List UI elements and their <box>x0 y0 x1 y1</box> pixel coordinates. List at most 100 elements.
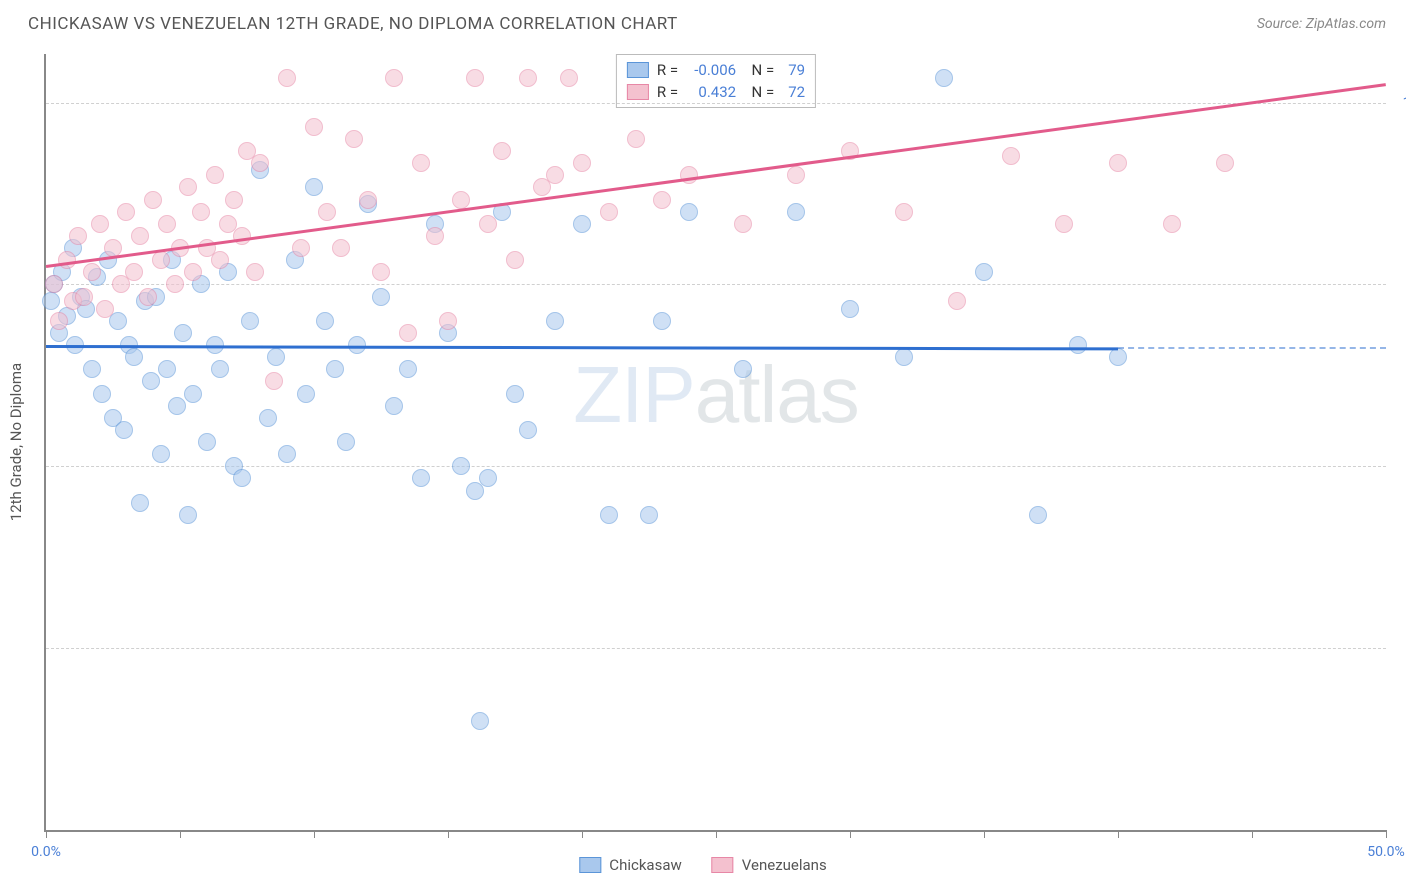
y-tick-label: 85.0% <box>1393 458 1406 474</box>
x-tick <box>46 830 47 838</box>
x-tick <box>448 830 449 838</box>
data-point <box>158 360 176 378</box>
data-point <box>109 312 127 330</box>
data-point <box>192 203 210 221</box>
data-point <box>292 239 310 257</box>
data-point <box>653 191 671 209</box>
data-point <box>412 154 430 172</box>
data-point <box>627 130 645 148</box>
data-point <box>144 191 162 209</box>
data-point <box>935 69 953 87</box>
data-point <box>318 203 336 221</box>
data-point <box>69 227 87 245</box>
data-point <box>519 69 537 87</box>
data-point <box>1055 215 1073 233</box>
data-point <box>1163 215 1181 233</box>
data-point <box>152 251 170 269</box>
data-point <box>399 360 417 378</box>
data-point <box>573 215 591 233</box>
data-point <box>1109 348 1127 366</box>
x-tick-label: 50.0% <box>1367 844 1405 860</box>
data-point <box>493 142 511 160</box>
data-point <box>640 506 658 524</box>
data-point <box>184 263 202 281</box>
data-point <box>372 263 390 281</box>
gridline <box>46 466 1386 467</box>
data-point <box>506 251 524 269</box>
data-point <box>1109 154 1127 172</box>
data-point <box>573 154 591 172</box>
data-point <box>125 263 143 281</box>
data-point <box>96 300 114 318</box>
data-point <box>278 445 296 463</box>
data-point <box>426 227 444 245</box>
data-point <box>1002 147 1020 165</box>
data-point <box>975 263 993 281</box>
x-tick <box>1252 830 1253 838</box>
data-point <box>560 69 578 87</box>
data-point <box>125 348 143 366</box>
data-point <box>385 397 403 415</box>
x-tick <box>1386 830 1387 838</box>
legend-n-value: 72 <box>788 83 805 101</box>
legend-swatch <box>712 857 734 873</box>
data-point <box>519 421 537 439</box>
legend-swatch <box>627 62 649 78</box>
legend-label: Chickasaw <box>609 856 681 874</box>
legend-n-label: N = <box>744 61 774 79</box>
y-tick-label: 92.5% <box>1393 276 1406 292</box>
data-point <box>1216 154 1234 172</box>
data-point <box>83 263 101 281</box>
data-point <box>452 457 470 475</box>
data-point <box>948 292 966 310</box>
data-point <box>267 348 285 366</box>
data-point <box>385 69 403 87</box>
data-point <box>166 275 184 293</box>
x-tick <box>716 830 717 838</box>
data-point <box>600 203 618 221</box>
data-point <box>265 372 283 390</box>
data-point <box>345 130 363 148</box>
data-point <box>359 191 377 209</box>
chart-source: Source: ZipAtlas.com <box>1257 16 1386 32</box>
data-point <box>246 263 264 281</box>
data-point <box>139 288 157 306</box>
data-point <box>895 203 913 221</box>
legend-r-value: -0.006 <box>686 61 736 79</box>
data-point <box>50 312 68 330</box>
chart-area: 12th Grade, No Diploma ZIPatlas R =-0.00… <box>44 54 1386 832</box>
x-tick <box>582 830 583 838</box>
data-point <box>734 215 752 233</box>
legend-label: Venezuelans <box>742 856 827 874</box>
data-point <box>152 445 170 463</box>
data-point <box>297 385 315 403</box>
data-point <box>305 118 323 136</box>
data-point <box>211 360 229 378</box>
data-point <box>399 324 417 342</box>
y-axis-label: 12th Grade, No Diploma <box>7 363 25 521</box>
data-point <box>42 292 60 310</box>
legend-r-value: 0.432 <box>686 83 736 101</box>
data-point <box>680 203 698 221</box>
data-point <box>259 409 277 427</box>
data-point <box>734 360 752 378</box>
data-point <box>452 191 470 209</box>
legend-n-label: N = <box>744 83 774 101</box>
data-point <box>305 178 323 196</box>
data-point <box>787 166 805 184</box>
data-point <box>251 154 269 172</box>
data-point <box>1069 336 1087 354</box>
data-point <box>316 312 334 330</box>
data-point <box>45 275 63 293</box>
data-point <box>142 372 160 390</box>
data-point <box>184 385 202 403</box>
data-point <box>131 494 149 512</box>
data-point <box>168 397 186 415</box>
y-tick-label: 77.5% <box>1393 640 1406 656</box>
data-point <box>841 300 859 318</box>
legend-n-value: 79 <box>788 61 805 79</box>
data-point <box>546 312 564 330</box>
data-point <box>337 433 355 451</box>
data-point <box>233 227 251 245</box>
data-point <box>479 469 497 487</box>
